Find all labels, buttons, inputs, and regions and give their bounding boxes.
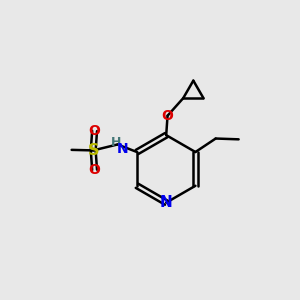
Text: N: N — [117, 142, 128, 155]
Text: N: N — [160, 195, 172, 210]
Text: O: O — [88, 124, 101, 138]
Text: H: H — [110, 136, 121, 149]
Text: O: O — [88, 163, 101, 177]
Text: O: O — [162, 109, 173, 123]
Text: S: S — [88, 143, 99, 158]
